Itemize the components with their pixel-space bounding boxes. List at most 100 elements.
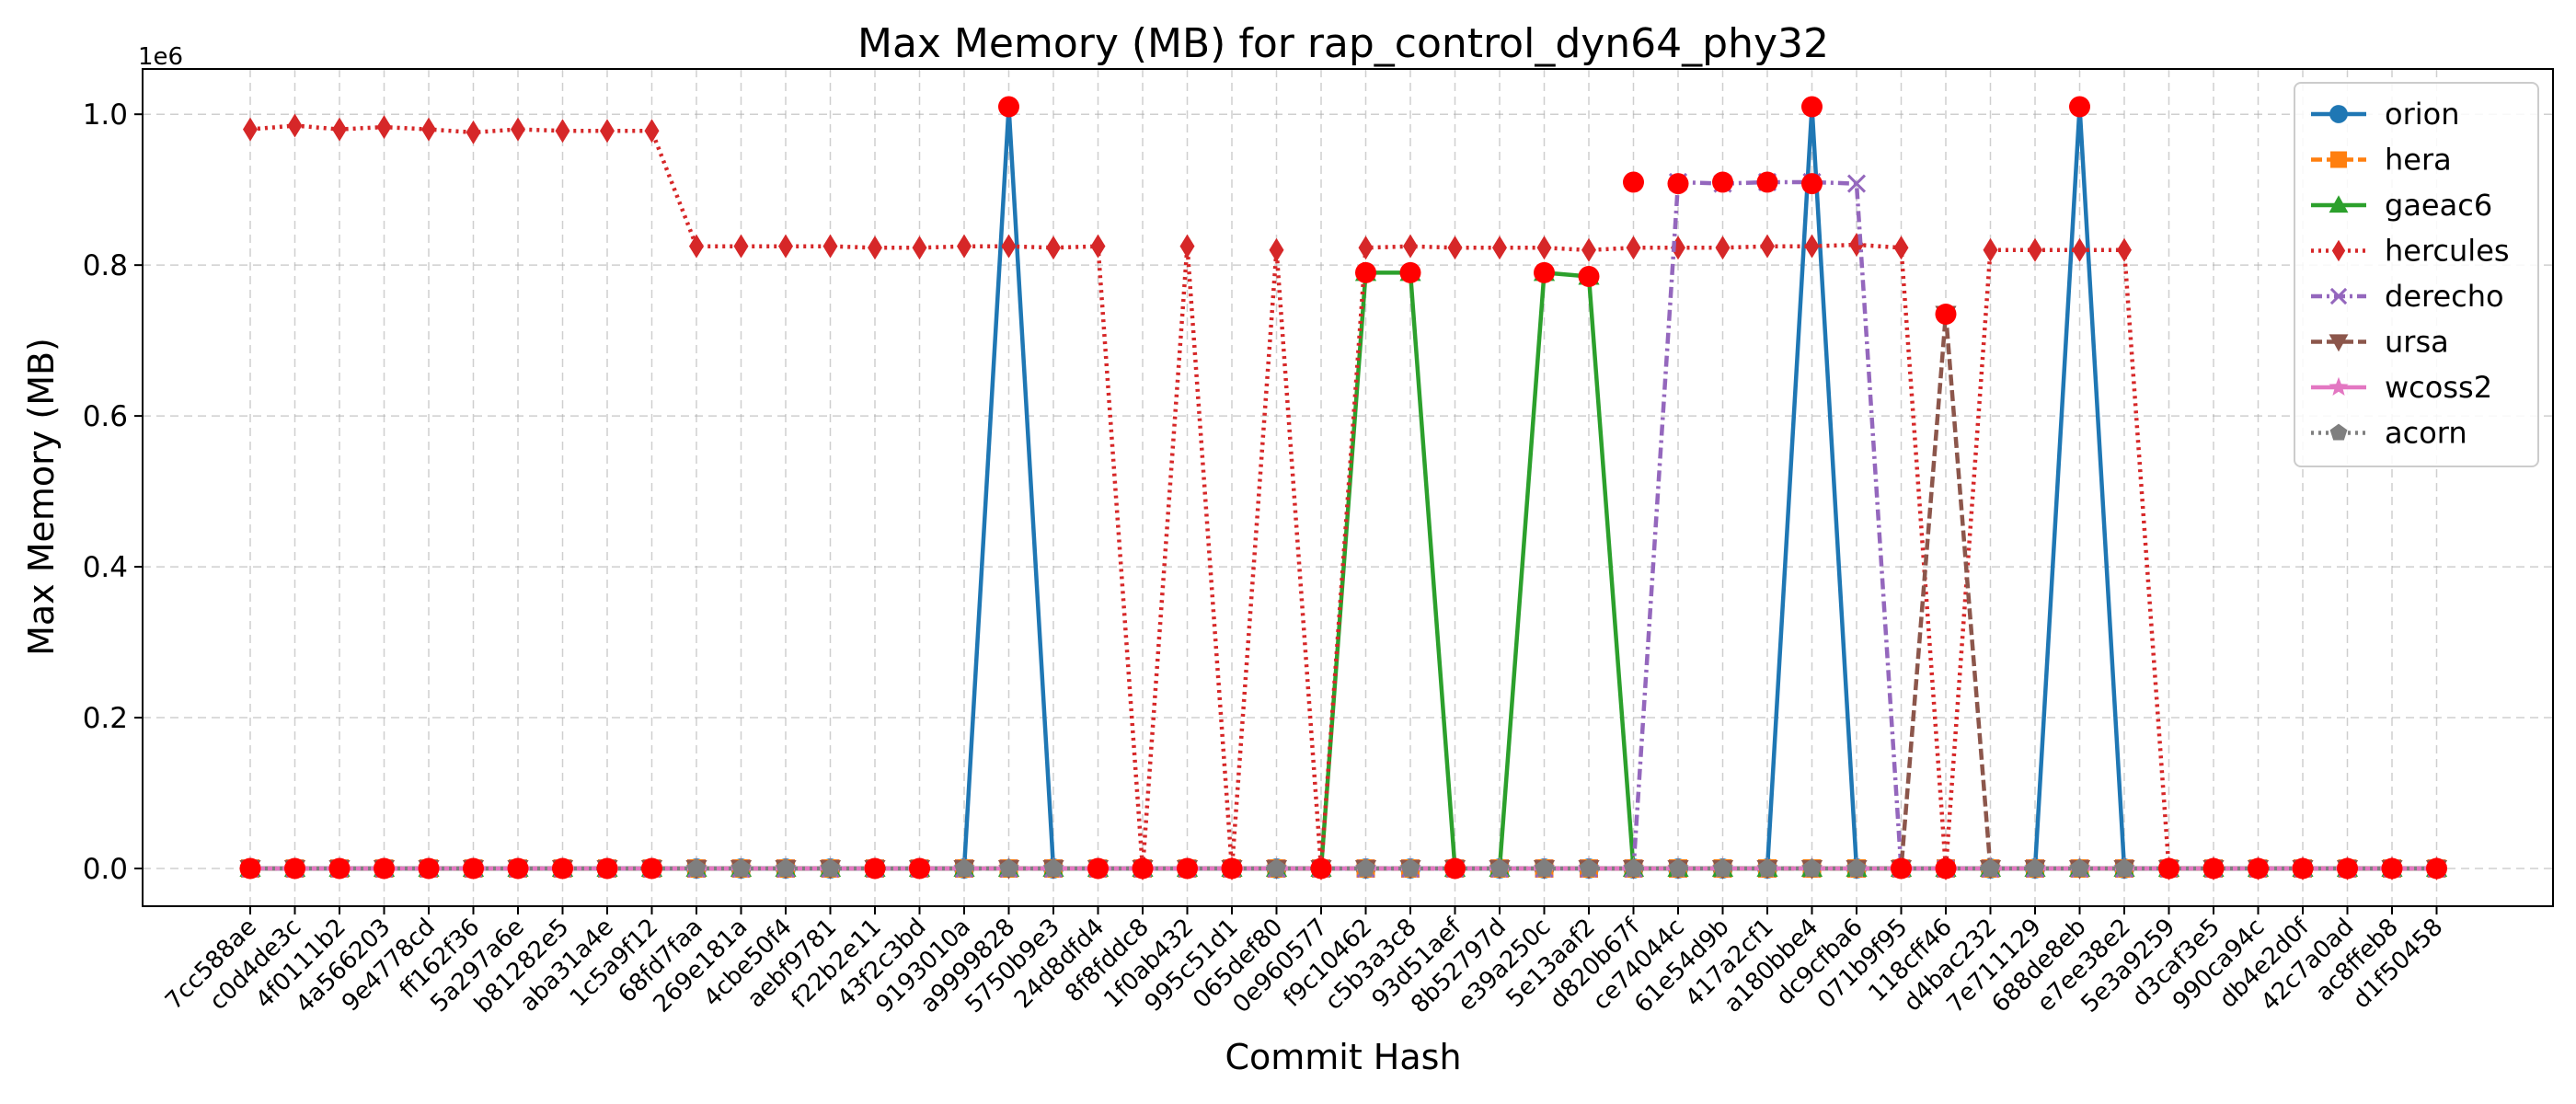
highlight-point	[1756, 171, 1778, 193]
highlight-point	[374, 857, 395, 880]
legend-marker	[2329, 195, 2349, 213]
grid	[143, 69, 2553, 906]
hercules-marker	[1179, 234, 1195, 259]
highlight-point	[1177, 857, 1198, 880]
legend-label: orion	[2385, 97, 2459, 132]
y-tick-label: 0.2	[83, 702, 128, 735]
legend: orion hera gaeac6 hercules derecho ursa wcoss2…	[2294, 82, 2539, 467]
plot-frame	[142, 68, 2554, 907]
hercules-marker	[1090, 234, 1106, 259]
acorn-marker	[1624, 858, 1643, 877]
legend-marker	[2329, 423, 2348, 441]
highlight-point	[1801, 173, 1823, 195]
legend-item-gaeac6: gaeac6	[2311, 188, 2492, 223]
highlight-point	[328, 857, 351, 880]
legend-item-wcoss2: wcoss2	[2311, 370, 2492, 405]
y-axis-offset-label: 1e6	[138, 43, 183, 71]
legend-marker	[2329, 287, 2348, 305]
acorn-marker	[1535, 858, 1554, 877]
highlight-point	[2158, 857, 2179, 880]
hercules-marker	[1581, 237, 1596, 262]
highlight-point	[1399, 261, 1421, 283]
hercules-marker	[1492, 236, 1507, 260]
y-tick-label: 0.8	[83, 249, 128, 282]
hercules-marker	[1760, 234, 1775, 259]
hercules-marker	[1046, 236, 1061, 260]
chart-title: Max Memory (MB) for rap_control_dyn64_ph…	[857, 20, 1829, 67]
highlight-point	[2381, 857, 2403, 880]
highlight-markers	[239, 96, 2447, 880]
highlight-point	[507, 857, 529, 880]
y-tick-label: 0.6	[83, 400, 128, 433]
acorn-marker	[1713, 858, 1732, 877]
acorn-marker	[1757, 858, 1777, 877]
acorn-marker	[776, 858, 796, 877]
highlight-point	[1891, 857, 1912, 880]
hercules-marker	[1893, 236, 1909, 260]
legend-box	[2294, 82, 2539, 467]
acorn-marker	[1400, 858, 1420, 877]
highlight-point	[1935, 303, 1957, 325]
highlight-point	[1578, 265, 1600, 287]
y-tick-label: 0.0	[83, 853, 128, 886]
highlight-point	[2248, 857, 2269, 880]
highlight-point	[1221, 857, 1243, 880]
highlight-point	[1534, 261, 1555, 283]
highlight-point	[552, 857, 573, 880]
legend-label: gaeac6	[2385, 188, 2492, 223]
highlight-point	[864, 857, 886, 880]
legend-label: hercules	[2385, 234, 2510, 269]
highlight-point	[1667, 173, 1689, 195]
highlight-point	[2337, 857, 2358, 880]
legend-label: ursa	[2385, 325, 2449, 360]
hercules-marker	[1626, 236, 1641, 260]
hercules-marker	[1269, 237, 1284, 262]
legend-label: derecho	[2385, 279, 2504, 314]
acorn-marker	[821, 858, 840, 877]
highlight-point	[1087, 857, 1109, 880]
hercules-marker	[822, 234, 838, 259]
acorn-marker	[731, 858, 751, 877]
hercules-marker	[421, 117, 436, 142]
hercules-marker	[555, 119, 570, 144]
legend-marker	[2329, 376, 2349, 396]
hercules-marker	[600, 119, 615, 144]
acorn-marker	[2114, 858, 2134, 877]
highlight-point	[909, 857, 930, 880]
hercules-marker	[1001, 234, 1017, 259]
highlight-point	[2069, 96, 2090, 118]
legend-marker	[2329, 334, 2349, 352]
highlight-point	[1623, 171, 1644, 193]
x-axis-label: Commit Hash	[1225, 1037, 1461, 1077]
acorn-marker	[954, 858, 974, 877]
highlight-point	[641, 857, 662, 880]
highlight-point	[2202, 857, 2225, 880]
hercules-marker	[733, 234, 749, 259]
hercules-marker	[644, 119, 660, 144]
hercules-marker	[2028, 237, 2042, 262]
hercules-marker	[2072, 237, 2087, 262]
legend-label: wcoss2	[2385, 370, 2492, 405]
acorn-marker	[1802, 858, 1822, 877]
legend-marker	[2330, 151, 2347, 168]
hercules-marker	[1447, 236, 1463, 260]
highlight-point	[284, 857, 305, 880]
hercules-marker	[689, 234, 704, 259]
acorn-marker	[1668, 858, 1688, 877]
acorn-marker	[1579, 858, 1599, 877]
acorn-marker	[1267, 858, 1286, 877]
legend-item-orion: orion	[2311, 97, 2459, 132]
hercules-marker	[1358, 236, 1374, 260]
acorn-marker	[1043, 858, 1064, 877]
legend-label: acorn	[2385, 416, 2467, 451]
highlight-point	[1444, 857, 1466, 880]
highlight-point	[418, 857, 440, 880]
legend-marker	[2329, 105, 2348, 123]
acorn-marker	[1846, 858, 1867, 877]
legend-item-acorn: acorn	[2311, 416, 2467, 451]
highlight-point	[1801, 96, 1823, 118]
highlight-point	[1310, 857, 1332, 880]
acorn-marker	[686, 858, 707, 877]
highlight-point	[2426, 857, 2447, 880]
